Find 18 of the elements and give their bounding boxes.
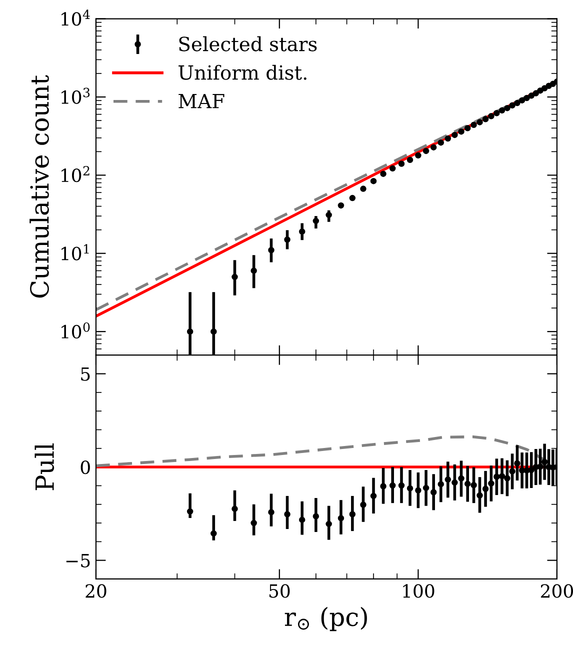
x-tick-label: 200 [540, 584, 573, 598]
y-tick-label: 5 [81, 367, 90, 381]
y-tick-label: 10$^{4}$ [62, 10, 90, 26]
y-axis-title: Cumulative count [30, 75, 49, 298]
legend-label: Uniform dist. [178, 64, 306, 80]
legend-label: Selected stars [179, 36, 317, 52]
y-tick-label: 0 [80, 460, 90, 474]
y-tick-label: 10$^{1}$ [62, 244, 89, 260]
y-tick-label: 10$^{3}$ [62, 88, 90, 104]
x-tick-label: 50 [269, 584, 290, 598]
y-tick-label: 10$^{2}$ [62, 166, 90, 182]
legend-label: MAF [178, 94, 224, 108]
x-tick-label: 100 [403, 584, 434, 598]
x-tick-label: 20 [86, 584, 106, 598]
y-tick-label: 10$^{0}$ [62, 322, 90, 339]
x-axis-title: r$_{⊙}$ (pc) [284, 606, 367, 632]
y-axis-title: Pull [34, 443, 54, 490]
y-tick-label: −5 [66, 554, 90, 568]
